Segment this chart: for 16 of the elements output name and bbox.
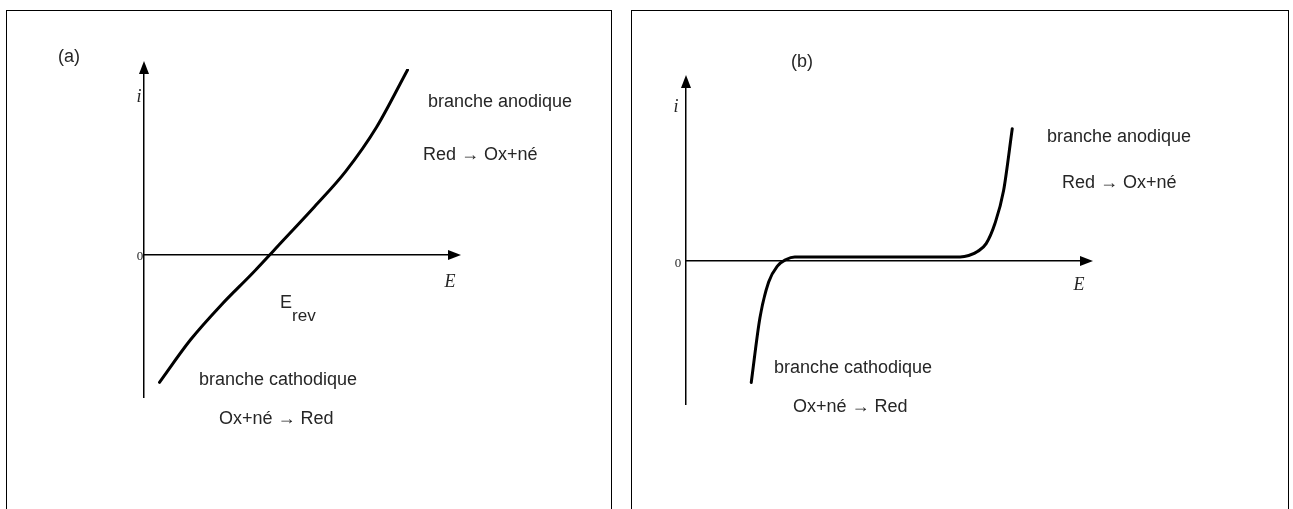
text: 0 bbox=[674, 254, 682, 271]
annotation: 0 bbox=[136, 247, 144, 264]
x-axis-title: E bbox=[444, 270, 456, 292]
y-axis-title: i bbox=[673, 95, 679, 117]
annotation: branche anodique bbox=[428, 90, 573, 112]
annotation: branche anodique bbox=[1047, 125, 1192, 147]
annotation: Red → Ox+né bbox=[1062, 171, 1177, 193]
y-axis-title: i bbox=[136, 85, 142, 107]
text: Ox+né → Red bbox=[219, 407, 334, 429]
annotation: branche cathodique bbox=[199, 368, 358, 390]
annotation: Red → Ox+né bbox=[423, 143, 538, 165]
x-axis-title: E bbox=[1073, 273, 1085, 295]
annotation: branche cathodique bbox=[774, 356, 933, 378]
chart-title: (b) bbox=[791, 50, 813, 72]
text: Ox+né → Red bbox=[793, 395, 908, 417]
chart-title: (a) bbox=[58, 45, 80, 67]
